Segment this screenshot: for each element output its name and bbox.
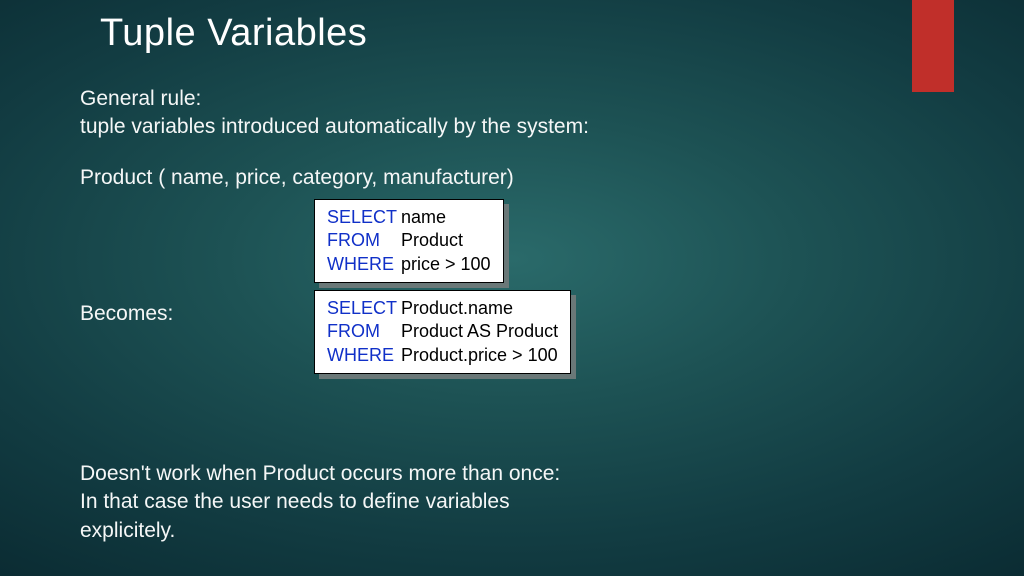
footer-paragraph: Doesn't work when Product occurs more th…	[80, 460, 964, 545]
slide: Tuple Variables General rule: tuple vari…	[0, 0, 1024, 576]
keyword-where: WHERE	[327, 344, 401, 367]
where-args: price > 100	[401, 253, 491, 276]
keyword-select: SELECT	[327, 297, 401, 320]
keyword-where: WHERE	[327, 253, 401, 276]
keyword-select: SELECT	[327, 206, 401, 229]
intro-paragraph: General rule: tuple variables introduced…	[80, 85, 589, 142]
code-line-where: WHERE Product.price > 100	[327, 344, 558, 367]
code-line-select: SELECT name	[327, 206, 491, 229]
code-box-content: SELECT name FROM Product WHERE price > 1…	[314, 199, 504, 283]
code-box-rewritten: SELECT Product.name FROM Product AS Prod…	[314, 290, 571, 374]
keyword-from: FROM	[327, 320, 401, 343]
from-args: Product	[401, 229, 463, 252]
from-args: Product AS Product	[401, 320, 558, 343]
accent-bar	[912, 0, 954, 92]
code-line-from: FROM Product	[327, 229, 491, 252]
code-line-select: SELECT Product.name	[327, 297, 558, 320]
select-args: Product.name	[401, 297, 513, 320]
intro-line-1: General rule:	[80, 85, 589, 113]
code-box-original: SELECT name FROM Product WHERE price > 1…	[314, 199, 504, 283]
footer-line-1: Doesn't work when Product occurs more th…	[80, 460, 964, 488]
becomes-label: Becomes:	[80, 300, 173, 328]
intro-line-2: tuple variables introduced automatically…	[80, 113, 589, 141]
keyword-from: FROM	[327, 229, 401, 252]
footer-line-2: In that case the user needs to define va…	[80, 488, 964, 516]
slide-title: Tuple Variables	[100, 12, 367, 55]
code-line-from: FROM Product AS Product	[327, 320, 558, 343]
schema-line: Product ( name, price, category, manufac…	[80, 164, 514, 192]
footer-line-3: explicitely.	[80, 517, 964, 545]
code-line-where: WHERE price > 100	[327, 253, 491, 276]
code-box-content: SELECT Product.name FROM Product AS Prod…	[314, 290, 571, 374]
select-args: name	[401, 206, 446, 229]
where-args: Product.price > 100	[401, 344, 558, 367]
